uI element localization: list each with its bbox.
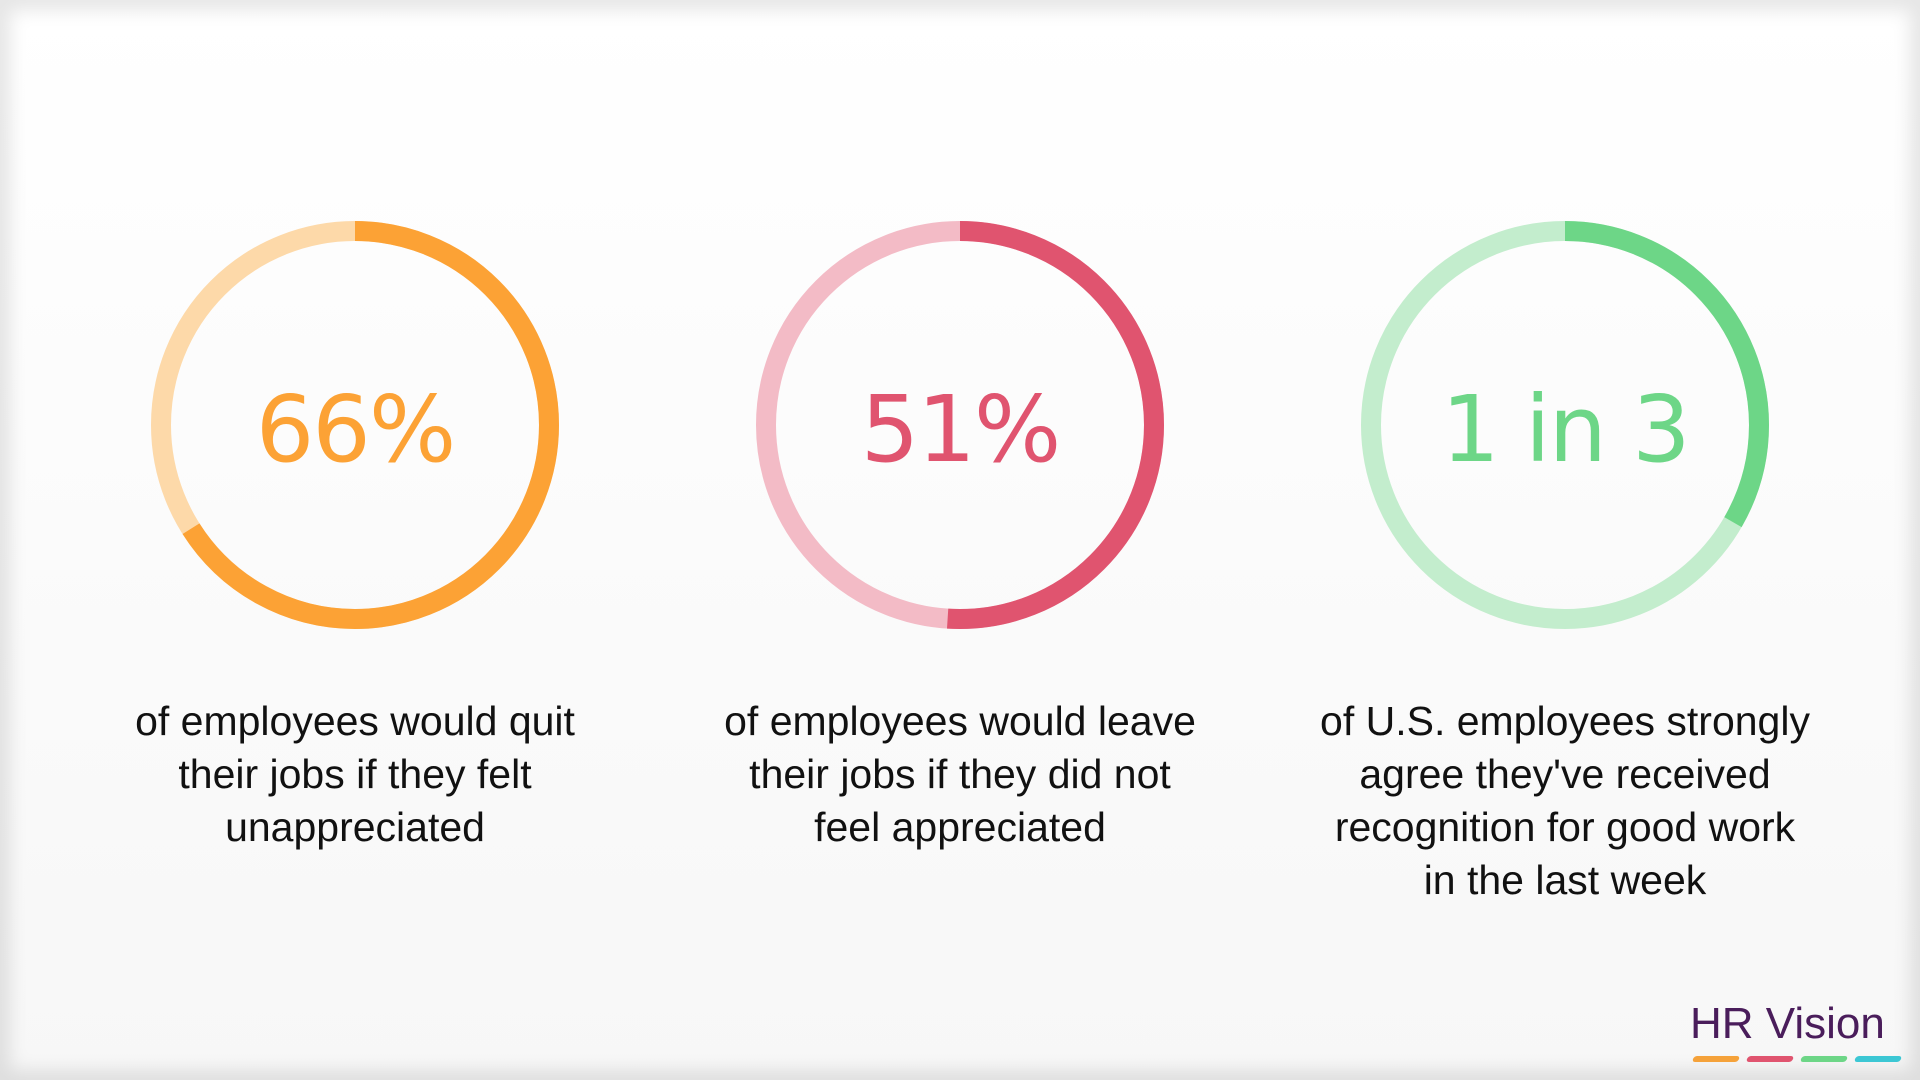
caption-line: of employees would leave — [724, 698, 1196, 744]
donut-svg — [1361, 221, 1769, 629]
hr-vision-logo: HR Vision — [1690, 998, 1905, 1064]
caption-line: their jobs if they felt — [178, 751, 532, 797]
donut-chart-51 — [755, 220, 1165, 630]
logo-bar-teal — [1853, 1056, 1903, 1062]
caption-line: their jobs if they did not — [749, 751, 1171, 797]
donut-chart-66 — [150, 220, 560, 630]
caption-line: unappreciated — [225, 804, 485, 850]
donut-value-arc — [756, 221, 1164, 629]
donut-value-arc — [151, 221, 559, 629]
caption-line: feel appreciated — [814, 804, 1106, 850]
donut-svg — [756, 221, 1164, 629]
donut-svg — [151, 221, 559, 629]
logo-bar-green — [1799, 1056, 1849, 1062]
caption-line: in the last week — [1423, 857, 1707, 903]
stat-value: 51% — [860, 376, 1061, 483]
caption-line: of U.S. employees strongly — [1320, 698, 1810, 744]
caption-line: recognition for good work — [1334, 804, 1796, 850]
donut-value-arc — [1361, 221, 1769, 629]
stat-recognition-last-week: 1 in 3 of U.S. employees strongly agree … — [1285, 0, 1845, 1080]
stat-value: 66% — [255, 376, 456, 483]
stat-caption: of employees would leave their jobs if t… — [680, 695, 1240, 854]
caption-line: agree they've received — [1359, 751, 1771, 797]
donut-chart-1-in-3 — [1360, 220, 1770, 630]
logo-bar-red — [1745, 1056, 1795, 1062]
logo-text: HR Vision — [1690, 999, 1885, 1048]
caption-line: of employees would quit — [135, 698, 575, 744]
logo-bar-orange — [1691, 1056, 1741, 1062]
stat-leave-not-appreciated: 51% of employees would leave their jobs … — [680, 0, 1240, 1080]
stat-caption: of employees would quit their jobs if th… — [75, 695, 635, 854]
logo-bars — [1691, 1056, 1903, 1063]
stat-quit-unappreciated: 66% of employees would quit their jobs i… — [75, 0, 635, 1080]
stat-value: 1 in 3 — [1441, 376, 1690, 483]
stat-caption: of U.S. employees strongly agree they've… — [1285, 695, 1845, 907]
